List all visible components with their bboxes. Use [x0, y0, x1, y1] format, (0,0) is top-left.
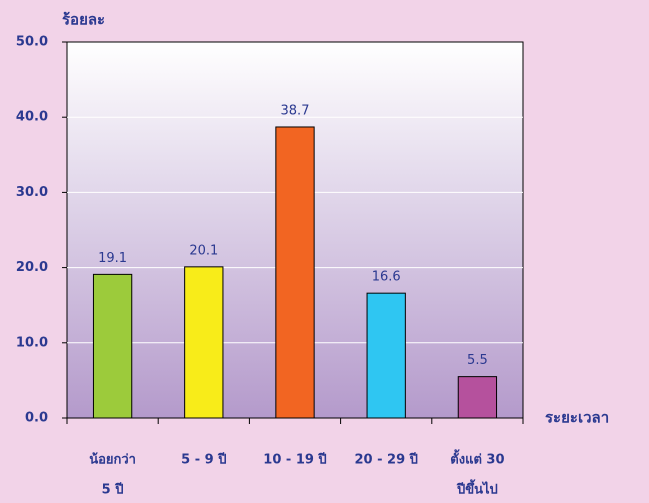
- x-tick-label: ตั้งแต่ 30: [450, 449, 504, 468]
- y-tick-label: 40.0: [16, 110, 48, 125]
- y-tick-label: 20.0: [16, 260, 48, 275]
- bar: [92, 273, 133, 419]
- x-tick-label: 5 ปี: [102, 482, 124, 498]
- value-label: 5.5: [467, 353, 488, 368]
- x-axis-label: ระยะเวลา: [545, 409, 609, 427]
- bar: [457, 376, 498, 419]
- y-tick-label: 50.0: [16, 35, 48, 50]
- bar: [184, 266, 224, 419]
- x-tick-label: น้อยกว่า: [89, 452, 136, 468]
- x-tick-label: 20 - 29 ปี: [354, 452, 417, 468]
- value-label: 19.1: [98, 251, 127, 266]
- x-tick-label: ปีขึ้นไป: [456, 479, 498, 498]
- value-label: 38.7: [281, 103, 310, 118]
- y-tick-label: 0.0: [25, 411, 48, 426]
- value-label: 20.1: [189, 243, 218, 258]
- y-tick-label: 10.0: [16, 335, 48, 350]
- y-tick-label: 30.0: [16, 185, 48, 200]
- y-axis-label: ร้อยละ: [62, 11, 105, 29]
- bar: [366, 292, 406, 419]
- value-label: 16.6: [372, 270, 401, 285]
- x-tick-label: 5 - 9 ปี: [181, 452, 226, 468]
- bar: [275, 126, 315, 419]
- x-tick-label: 10 - 19 ปี: [263, 452, 326, 468]
